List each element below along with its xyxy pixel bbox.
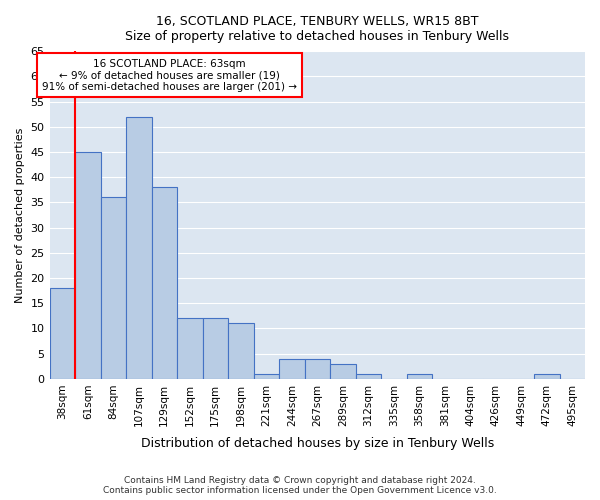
Bar (279, 358, 305, 379)
Bar (152, 188, 177, 379)
Bar (126, 116, 152, 379)
Text: Contains HM Land Registry data © Crown copyright and database right 2024.
Contai: Contains HM Land Registry data © Crown c… (103, 476, 497, 495)
Bar (228, 324, 254, 379)
X-axis label: Distribution of detached houses by size in Tenbury Wells: Distribution of detached houses by size … (140, 437, 494, 450)
Bar (407, 374, 432, 379)
Bar (203, 318, 228, 379)
Bar (254, 374, 279, 379)
Bar (75, 152, 101, 379)
Bar (177, 318, 203, 379)
Title: 16, SCOTLAND PLACE, TENBURY WELLS, WR15 8BT
Size of property relative to detache: 16, SCOTLAND PLACE, TENBURY WELLS, WR15 … (125, 15, 509, 43)
Text: 16 SCOTLAND PLACE: 63sqm
← 9% of detached houses are smaller (19)
91% of semi-de: 16 SCOTLAND PLACE: 63sqm ← 9% of detache… (42, 58, 297, 92)
Bar (356, 374, 381, 379)
Y-axis label: Number of detached properties: Number of detached properties (15, 128, 25, 302)
Bar (330, 364, 356, 379)
Bar (101, 198, 126, 379)
Bar (50, 288, 75, 379)
Bar (305, 358, 330, 379)
Bar (534, 374, 560, 379)
